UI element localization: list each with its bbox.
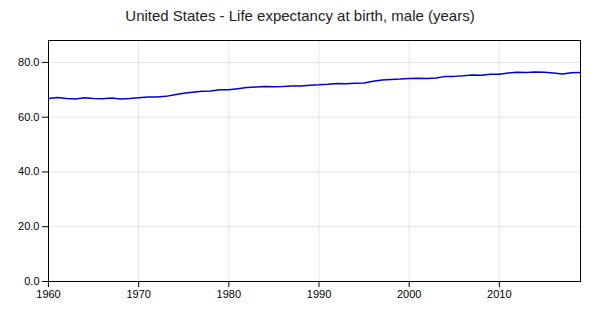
svg-text:1990: 1990 bbox=[307, 288, 331, 300]
html-text:United States - Life expectanc: United States - Life expectancy at birth… bbox=[125, 7, 475, 24]
svg-text:1980: 1980 bbox=[217, 288, 241, 300]
svg-text:60.0: 60.0 bbox=[18, 111, 39, 123]
svg-text:20.0: 20.0 bbox=[18, 220, 39, 232]
svg-text:1960: 1960 bbox=[36, 288, 60, 300]
svg-text:80.0: 80.0 bbox=[18, 56, 39, 68]
svg-text:40.0: 40.0 bbox=[18, 165, 39, 177]
svg-text:2010: 2010 bbox=[487, 288, 511, 300]
svg-text:0.0: 0.0 bbox=[24, 275, 39, 287]
svg-text:2000: 2000 bbox=[397, 288, 421, 300]
svg-text:1970: 1970 bbox=[126, 288, 150, 300]
